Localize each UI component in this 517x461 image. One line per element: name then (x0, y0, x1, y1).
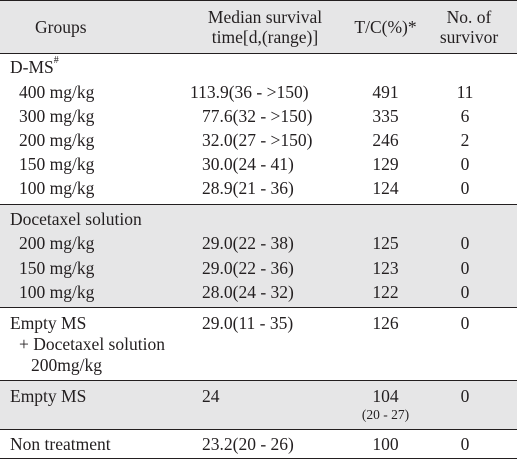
empty-ms-median: 24 (202, 386, 220, 406)
docetaxel-tc: 123 (372, 258, 399, 278)
combo-label-line2: + Docetaxel solution (19, 334, 165, 354)
empty-ms-end-rule (0, 429, 517, 430)
dms-median: 28.9(21 - 36) (202, 178, 294, 198)
dms-tc: 129 (372, 154, 399, 174)
non-treatment-tc: 100 (372, 434, 399, 454)
non-treatment-survivor: 0 (460, 434, 470, 454)
dms-tc: 335 (372, 106, 399, 126)
dms-dose: 300 mg/kg (19, 106, 95, 126)
empty-ms-band (0, 380, 517, 429)
bottom-rule (0, 458, 517, 459)
dms-survivor: 0 (460, 154, 470, 174)
docetaxel-median: 29.0(22 - 38) (202, 233, 294, 253)
docetaxel-tc: 125 (372, 233, 399, 253)
empty-ms-survivor: 0 (460, 386, 470, 406)
docetaxel-median: 28.0(24 - 32) (202, 282, 294, 302)
docetaxel-survivor: 0 (460, 233, 470, 253)
combo-end-rule (0, 380, 517, 381)
header-band (0, 0, 517, 53)
combo-median: 29.0(11 - 35) (202, 313, 294, 333)
combo-tc: 126 (372, 313, 399, 333)
top-rule (0, 0, 517, 1)
docetaxel-dose: 200 mg/kg (19, 233, 95, 253)
combo-label-line1: Empty MS (10, 313, 87, 333)
dms-dose: 150 mg/kg (19, 154, 95, 174)
group-title-dms: D-MS# (10, 55, 59, 77)
group-title-docetaxel: Docetaxel solution (10, 209, 142, 229)
combo-survivor: 0 (460, 313, 470, 333)
dms-survivor: 0 (460, 178, 470, 198)
docetaxel-tc: 122 (372, 282, 399, 302)
non-treatment-median: 23.2(20 - 26) (202, 434, 294, 454)
header-survivor-line1: No. of (446, 7, 492, 27)
dms-median: 32.0(27 - >150) (202, 130, 313, 150)
header-tc: T/C(%)* (354, 17, 417, 37)
combo-label-line3: 200mg/kg (31, 355, 102, 375)
dms-dose: 100 mg/kg (19, 178, 95, 198)
docetaxel-dose: 100 mg/kg (19, 282, 95, 302)
group-title-dms-text: D-MS (10, 57, 54, 77)
docetaxel-survivor: 0 (460, 282, 470, 302)
header-survivor-line2: survivor (439, 27, 499, 47)
dms-tc: 246 (372, 130, 399, 150)
empty-ms-tc: 104 (372, 386, 399, 406)
docetaxel-band (0, 204, 517, 307)
docetaxel-dose: 150 mg/kg (19, 258, 95, 278)
header-median-line2: time[d,(range)] (211, 27, 319, 47)
docetaxel-survivor: 0 (460, 258, 470, 278)
empty-ms-tc-range: (20 - 27) (361, 407, 410, 422)
empty-ms-label: Empty MS (10, 386, 87, 406)
header-rule (0, 53, 517, 54)
dms-dose: 200 mg/kg (19, 130, 95, 150)
header-median-line1: Median survival (207, 7, 323, 27)
dms-end-rule (0, 204, 517, 205)
docetaxel-median: 29.0(22 - 36) (202, 258, 294, 278)
dms-survivor: 6 (460, 106, 470, 126)
dms-median: 113.9(36 - >150) (190, 82, 309, 102)
dms-tc: 491 (372, 82, 399, 102)
dms-footnote-mark: # (53, 55, 59, 67)
docetaxel-end-rule (0, 307, 517, 308)
non-treatment-label: Non treatment (10, 434, 111, 454)
header-groups: Groups (35, 17, 87, 37)
dms-dose: 400 mg/kg (19, 82, 95, 102)
dms-median: 77.6(32 - >150) (202, 106, 313, 126)
dms-survivor: 2 (460, 130, 470, 150)
dms-median: 30.0(24 - 41) (202, 154, 294, 174)
dms-tc: 124 (372, 178, 399, 198)
dms-survivor: 11 (456, 82, 474, 102)
